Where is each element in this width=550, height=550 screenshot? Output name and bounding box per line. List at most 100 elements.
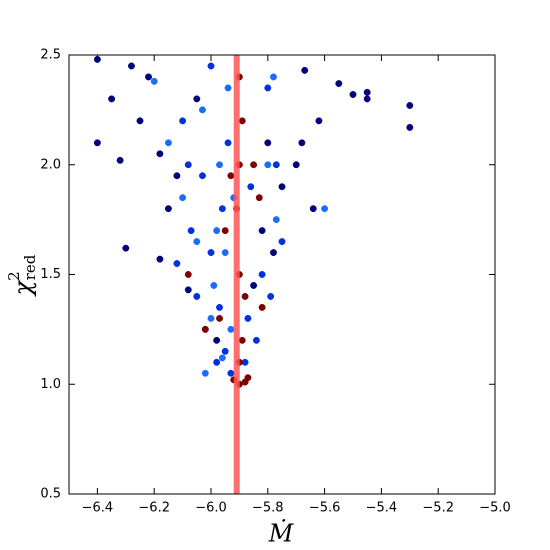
point (207, 62, 215, 70)
point (207, 314, 215, 322)
x-tick-label: −5.8 (252, 501, 284, 516)
point (264, 84, 272, 92)
point (193, 293, 201, 300)
point (136, 117, 144, 125)
point (173, 260, 181, 267)
x-tick-label: −6.0 (195, 501, 227, 516)
point (221, 227, 229, 235)
point (278, 238, 286, 246)
point (210, 282, 218, 289)
point (363, 95, 371, 103)
point (179, 194, 187, 202)
point (201, 325, 209, 333)
point (156, 150, 164, 158)
x-tick-label: −5.6 (309, 501, 341, 516)
point (199, 106, 206, 114)
point (298, 139, 306, 147)
point (164, 139, 172, 147)
point (224, 139, 232, 147)
point (247, 183, 255, 191)
point (216, 303, 223, 311)
plot-frame (68, 54, 496, 495)
point (213, 336, 221, 344)
y-tick-label: 2.0 (40, 157, 61, 172)
point (227, 325, 235, 333)
point (244, 374, 252, 382)
y-tick-label: 2.5 (40, 48, 61, 63)
point (238, 336, 246, 344)
point (179, 117, 187, 125)
point (213, 358, 221, 366)
y-axis-label: χ2red (5, 254, 39, 297)
point (270, 73, 277, 81)
point (218, 205, 226, 213)
point (406, 123, 414, 131)
point (156, 255, 164, 263)
point (187, 227, 195, 235)
point (145, 73, 152, 81)
point (227, 369, 235, 377)
point (335, 80, 343, 87)
y-label-superscript: 2 (5, 271, 23, 281)
point (238, 117, 246, 125)
x-tick-label: −6.4 (82, 501, 114, 516)
y-label-subscript: red (21, 254, 39, 280)
point (363, 88, 371, 96)
point (216, 314, 223, 322)
point (267, 293, 275, 300)
point (250, 161, 258, 169)
point (292, 161, 300, 169)
point (218, 354, 226, 362)
point (270, 249, 277, 257)
point (221, 347, 229, 355)
point (184, 286, 192, 294)
point (255, 194, 263, 202)
point (258, 303, 266, 311)
point (221, 249, 229, 257)
y-tick-label: 1.5 (40, 267, 61, 282)
point (244, 314, 252, 322)
x-axis-label: Ṁ (268, 519, 295, 548)
point (301, 66, 309, 74)
highlight-band (233, 55, 240, 494)
point (315, 117, 323, 125)
point (116, 156, 124, 164)
point (321, 205, 329, 213)
point (173, 172, 181, 180)
x-tick-label: −5.2 (422, 501, 454, 516)
point (108, 95, 116, 103)
point (309, 205, 317, 213)
point (150, 77, 158, 85)
point (250, 282, 258, 289)
point (278, 183, 286, 191)
y-tick-label: 1.0 (40, 377, 61, 392)
point (184, 161, 192, 169)
point (258, 227, 266, 235)
point (207, 249, 215, 257)
point (272, 216, 280, 224)
x-tick-label: −5.4 (366, 501, 398, 516)
point (406, 102, 414, 109)
point (164, 205, 172, 213)
point (227, 172, 235, 180)
point (349, 91, 357, 98)
point (193, 238, 201, 246)
point (264, 139, 272, 147)
point (264, 161, 272, 169)
point (122, 244, 130, 252)
point (128, 62, 135, 70)
y-tick-label: 0.5 (40, 487, 61, 502)
point (213, 227, 221, 235)
point (93, 139, 101, 147)
point (201, 369, 209, 377)
point (241, 293, 249, 300)
point (224, 84, 232, 92)
point (193, 95, 201, 103)
x-tick-label: −5.0 (479, 501, 511, 516)
point (216, 161, 223, 169)
point (252, 336, 260, 344)
point (272, 161, 280, 169)
x-tick-label: −6.2 (138, 501, 170, 516)
